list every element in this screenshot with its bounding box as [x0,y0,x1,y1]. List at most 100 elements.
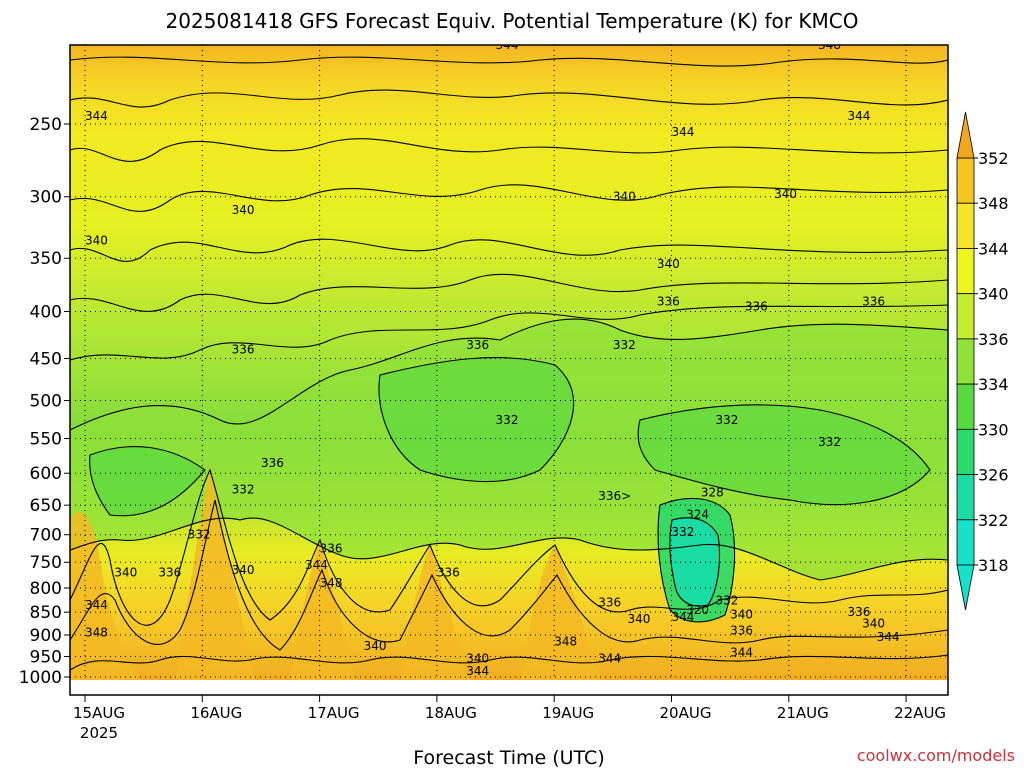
colorbar-label: 326 [978,466,1009,485]
colorbar-label: 348 [978,194,1009,213]
x-tick-label: 15AUG [73,704,125,722]
contour-label: 332 [613,338,636,352]
y-tick-label: 600 [30,464,62,484]
colorbar-extend-bottom [956,564,975,611]
field-plume-2 [175,465,255,680]
colorbar-label: 330 [978,420,1009,439]
contour-label: 344 [466,664,489,678]
contour-label: 336 [320,542,343,556]
contour-label: 332 [232,483,255,497]
contour-label: 336 [437,566,460,580]
contour-label: 348 [818,38,841,52]
y-tick-label: 650 [30,496,62,516]
y-tick-label: 550 [30,430,62,450]
x-tick-label: 16AUG [190,704,242,722]
x-axis-title: Forecast Time (UTC) [413,747,604,768]
contour-label: 340 [730,608,753,622]
grid [70,45,948,680]
contour-label: 344 [672,610,695,624]
contour-label: 320 [686,603,709,617]
contour-label: 336> [598,489,631,503]
contour-label: 336 [598,596,621,610]
colorbar-swatch [956,248,975,295]
contour-label: 344 [847,109,870,123]
contour-label: 340 [114,566,137,580]
colorbar-swatch [956,293,975,340]
y-tick-label: 350 [30,249,62,269]
contour-label: 324 [686,507,709,521]
contour-label: 328 [701,486,724,500]
y-tick-label: 300 [30,188,62,208]
contour-label: 340 [862,617,885,631]
contour-label: 348 [554,635,577,649]
y-axis: 250 300 350 400 450 500 550 600 650 700 750 800 850 9… [19,115,70,688]
colorbar-label: 344 [978,239,1009,258]
contour-label: 344 [598,652,621,666]
x-tick-label: 20AUG [660,704,712,722]
contour-label: 332 [672,525,695,539]
colorbar: 352 348 344 340 336 334 330 326 322 318 [956,111,1009,611]
contour-label: 344 [305,558,328,572]
x-tick-year-label: 2025 [80,724,118,742]
y-tick-label: 900 [30,626,62,646]
contour-label: 344 [85,598,108,612]
plot-frame [69,44,949,696]
contour-label: 332 [818,435,841,449]
y-tick-label: 950 [30,648,62,668]
contour-label: 344 [672,125,695,139]
contour-label: 336 [730,624,753,638]
contour-label: 332 [496,413,519,427]
colorbar-label: 334 [978,375,1009,394]
y-tick-label: 450 [30,349,62,369]
contour-label: 344 [85,109,108,123]
ground-strip [70,680,948,695]
contour-lines [70,56,948,671]
contour-label: 336 [261,456,284,470]
field-region-330b [379,357,574,482]
contour-label: 336 [847,605,870,619]
colorbar-label: 352 [978,149,1009,168]
contour-label: 340 [613,190,636,204]
field-region-330c [638,404,930,505]
colorbar-extend-top [956,111,975,159]
contour-label: 348 [85,626,108,640]
contour-label: 340 [774,187,797,201]
contour-label: 332 [715,413,738,427]
colorbar-swatch [956,519,975,566]
colorbar-label: 322 [978,511,1009,530]
y-tick-label: 800 [30,579,62,599]
colorbar-label: 336 [978,330,1009,349]
colorbar-swatch [956,428,975,475]
contour-label: 340 [628,612,651,626]
colorbar-swatch [956,338,975,385]
y-tick-label: 250 [30,115,62,135]
contour-label: 336 [466,338,489,352]
colorbar-label: 340 [978,285,1009,304]
field-plume-1 [70,512,140,680]
x-axis: 15AUG 16AUG 17AUG 18AUG 19AUG 20AUG 21AUG 22AUG… [73,695,946,742]
y-tick-label: 500 [30,392,62,412]
y-tick-label: 400 [30,302,62,322]
contour-label: 336 [158,566,181,580]
contour-label: 340 [364,639,387,653]
field-region-330 [89,446,205,516]
contour-label: 336 [862,294,885,308]
contour-label: 340 [657,257,680,271]
contour-label: 336 [745,299,768,313]
x-tick-label: 19AUG [542,704,594,722]
x-tick-label: 21AUG [777,704,829,722]
contour-label: 340 [232,203,255,217]
contour-label: 340 [466,652,489,666]
y-tick-label: 750 [30,553,62,573]
contour-label: 344 [877,630,900,644]
contour-label: 348 [320,576,343,590]
colorbar-label: 318 [978,556,1009,575]
x-tick-label: 17AUG [308,704,360,722]
colorbar-swatch [956,202,975,249]
credit-link[interactable]: coolwx.com/models [857,746,1015,765]
x-tick-label: 18AUG [425,704,477,722]
contour-label: 344 [730,645,753,659]
contour-label: 336 [657,294,680,308]
